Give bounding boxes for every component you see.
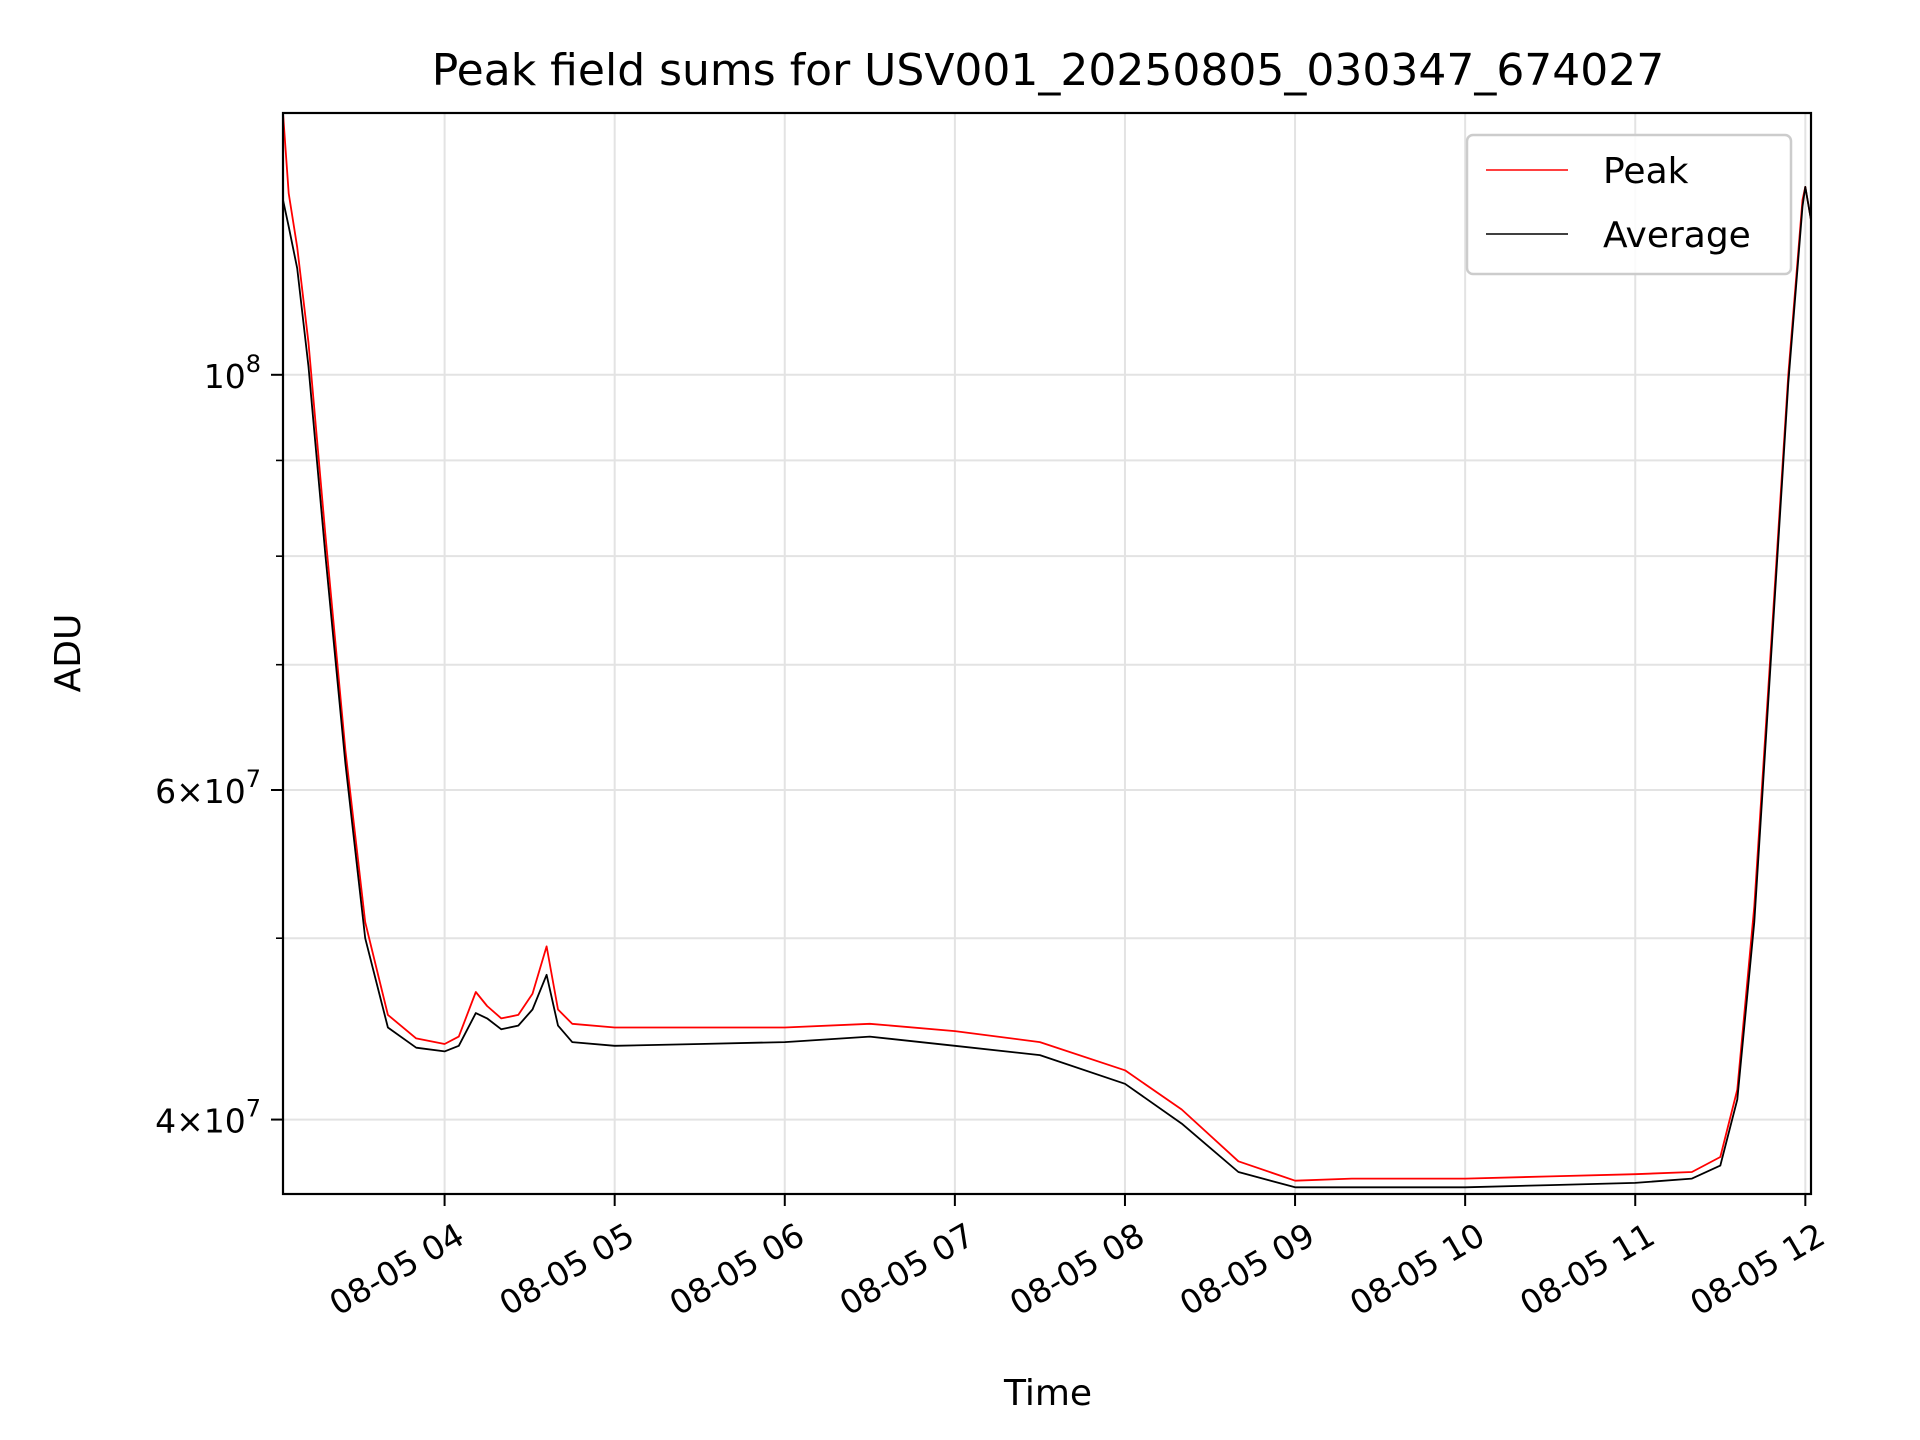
series-line-peak [283, 113, 1811, 1182]
plot-area: 08-05 04 08-05 05 08-05 06 08-05 07 08-05 08… [155, 111, 1831, 1323]
x-axis-label: Time [1003, 1373, 1092, 1414]
legend: Peak Average [1465, 133, 1793, 276]
y-axis-label: ADU [48, 614, 89, 693]
plot-frame [281, 111, 1813, 1196]
plot-background [283, 113, 1811, 1194]
series-layer [283, 113, 1811, 1189]
y-tick-label: 4×107 [155, 1095, 261, 1141]
y-tick-label: 108 [204, 350, 261, 396]
y-axis-ticks: 4×107 6×107 108 [155, 350, 283, 1141]
grid-layer [283, 113, 1811, 1194]
y-tick-label: 6×107 [155, 765, 261, 811]
chart-title: Peak field sums for USV001_20250805_0303… [432, 45, 1665, 96]
series-line-average [283, 185, 1811, 1189]
legend-label-average: Average [1603, 215, 1751, 256]
legend-label-peak: Peak [1603, 151, 1689, 192]
